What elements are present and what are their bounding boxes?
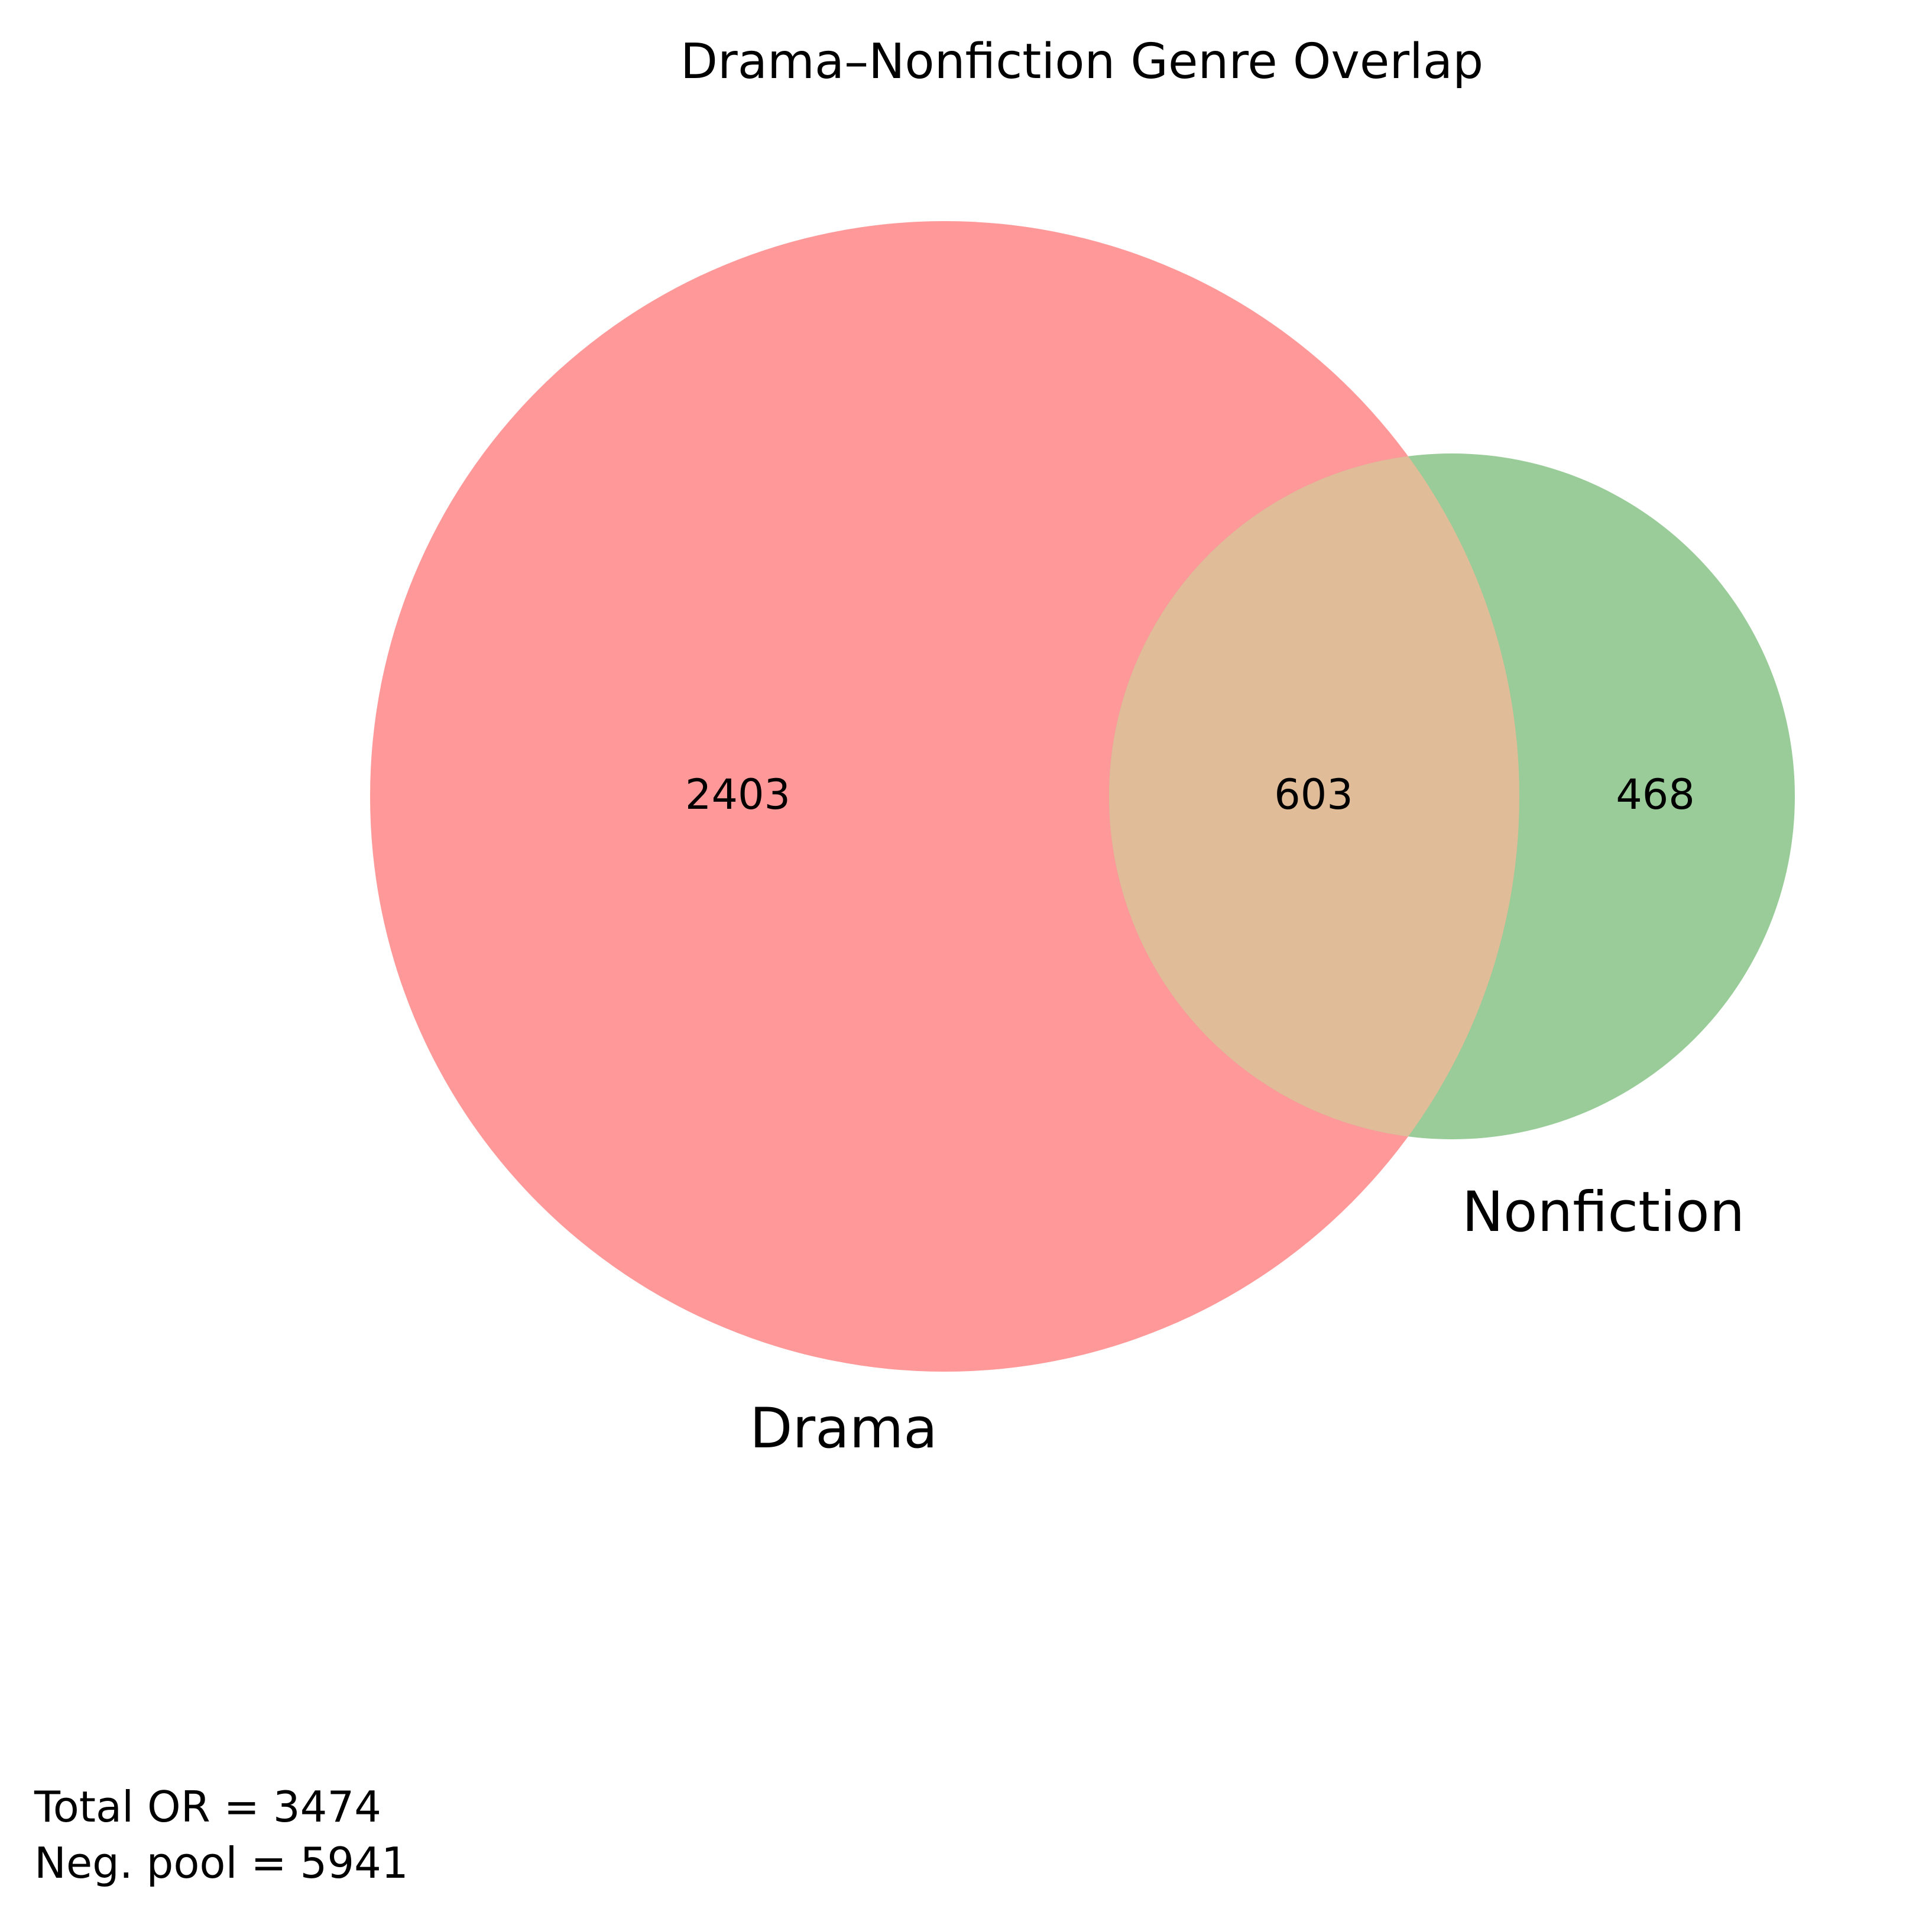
negative-pool-note: Neg. pool = 5941 bbox=[34, 1838, 409, 1888]
drama-circle bbox=[370, 221, 1519, 1372]
nonfiction-set-label: Nonfiction bbox=[1462, 1180, 1745, 1245]
overlap-count: 603 bbox=[1274, 770, 1353, 819]
total-or-note: Total OR = 3474 bbox=[34, 1782, 382, 1832]
drama-set-label: Drama bbox=[750, 1396, 938, 1461]
drama-only-count: 2403 bbox=[685, 770, 790, 819]
overlap-region bbox=[1109, 453, 1519, 1139]
nonfiction-only-count: 468 bbox=[1616, 770, 1695, 819]
chart-title: Drama–Nonfiction Genre Overlap bbox=[680, 34, 1483, 90]
